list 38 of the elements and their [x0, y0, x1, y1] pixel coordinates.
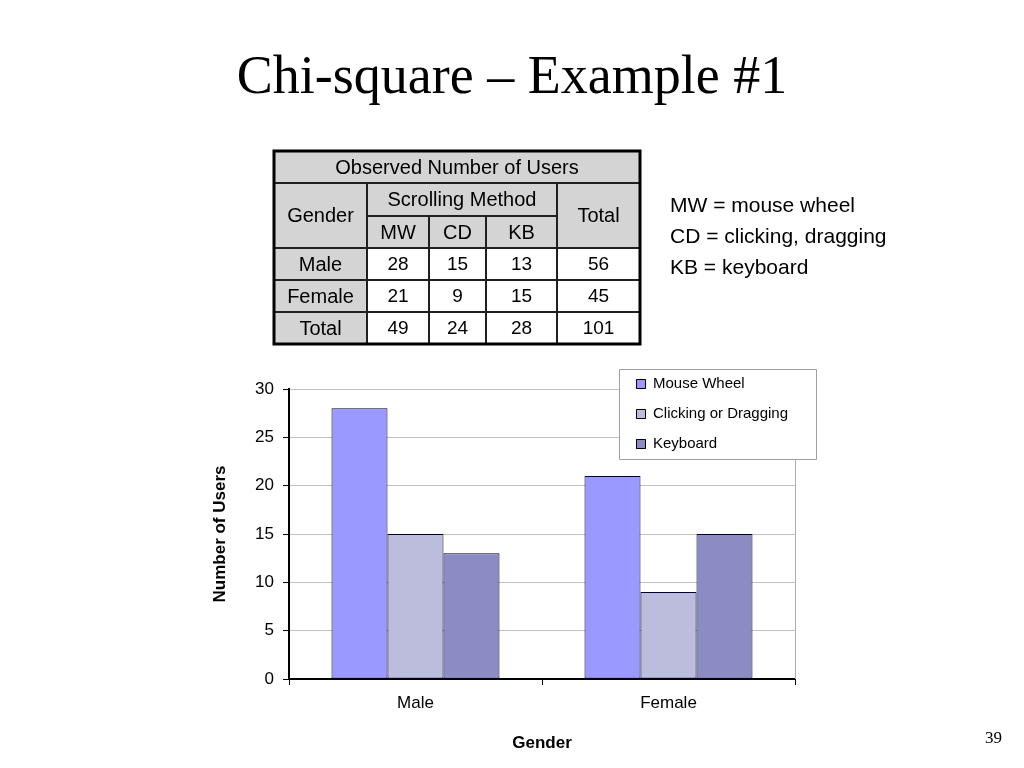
y-tick-label: Female: [287, 284, 354, 307]
text: KB = keyboard: [670, 254, 810, 280]
x-axis-title: Scrolling Method: [387, 188, 537, 211]
y-tick-label: 5: [264, 620, 274, 640]
y-tick-label: 10: [255, 572, 274, 592]
data-label: 28: [510, 317, 533, 339]
x-tick-label: CD: [443, 220, 472, 243]
legend-label: Mouse Wheel: [653, 374, 745, 392]
y-tick-label: Total: [299, 316, 342, 339]
legend-label: Clicking or Dragging: [653, 404, 789, 422]
chart-title: Observed Number of Users: [335, 155, 579, 178]
text: Chi-square – Example #1: [235, 44, 789, 106]
data-label: 21: [387, 285, 409, 307]
text: 39: [985, 728, 1002, 748]
data-label: 49: [387, 317, 409, 339]
data-label: 9: [452, 285, 463, 307]
y-tick-label: 30: [255, 378, 274, 398]
data-label: 56: [587, 253, 610, 275]
x-tick-label: KB: [508, 220, 535, 243]
data-label: 101: [582, 317, 615, 339]
y-tick-label: Male: [298, 252, 343, 275]
text: CD = clicking, dragging: [670, 223, 887, 249]
data-label: 24: [446, 317, 469, 339]
y-tick-label: 15: [255, 523, 274, 543]
y-axis-title: Gender: [287, 204, 355, 227]
y-tick-label: 0: [264, 668, 274, 688]
data-label: 15: [510, 285, 533, 307]
data-label: 28: [387, 253, 409, 275]
y-axis-title: Number of Users: [209, 465, 229, 603]
x-axis-title: Gender: [512, 733, 573, 753]
legend-label: Keyboard: [653, 434, 718, 452]
text: MW = mouse wheel: [670, 192, 856, 218]
data-label: 45: [587, 285, 610, 307]
x-tick-label: MW: [380, 220, 416, 243]
data-label: 13: [510, 253, 533, 275]
data-label: 15: [446, 253, 469, 275]
y-tick-label: 25: [255, 427, 274, 447]
y-tick-label: 20: [255, 475, 274, 495]
